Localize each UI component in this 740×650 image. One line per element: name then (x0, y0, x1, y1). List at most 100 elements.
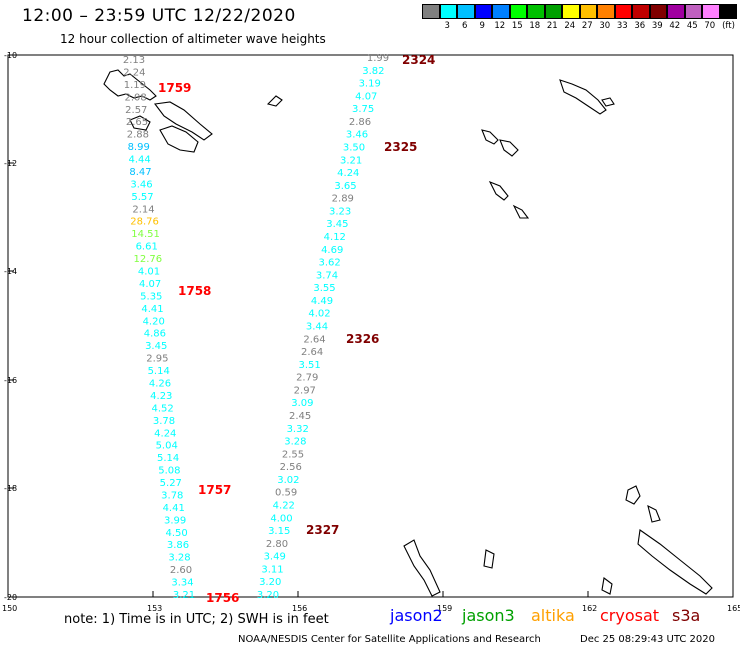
lon-label: 150 (2, 604, 17, 613)
wave-height-label: 4.49 (311, 296, 333, 307)
lon-label: 159 (437, 604, 452, 613)
wave-height-label: 3.78 (161, 491, 183, 502)
satellite-legend-item: s3a (672, 606, 701, 625)
wave-height-label: 3.02 (277, 475, 299, 486)
wave-height-label: 2.13 (123, 55, 145, 66)
wave-height-label: 3.28 (284, 437, 306, 448)
scale-label: 30 (599, 21, 611, 31)
wave-height-label: 5.27 (160, 478, 182, 489)
wave-height-label: 14.51 (131, 229, 160, 240)
coastline-islet-5 (266, 95, 283, 107)
wave-height-label: 5.35 (140, 291, 162, 302)
wave-height-label: 3.20 (259, 577, 281, 588)
wave-height-label: 3.45 (145, 341, 167, 352)
wave-height-label: 2.45 (289, 411, 311, 422)
wave-height-label: 4.22 (273, 501, 295, 512)
wave-height-label: 4.41 (163, 503, 185, 514)
scale-label: 18 (529, 21, 541, 31)
wave-height-label: 4.52 (151, 403, 173, 414)
scale-swatch (684, 4, 702, 19)
coastline-solomon-1 (481, 129, 499, 145)
wave-height-label: 3.51 (298, 360, 320, 371)
time-label: 1757 (198, 483, 231, 497)
wave-height-label: 3.45 (326, 219, 348, 230)
scale-swatch (509, 4, 527, 19)
satellite-legend-item: altika (531, 606, 575, 625)
wave-height-label: 3.62 (318, 258, 340, 269)
wave-height-label: 3.09 (291, 398, 313, 409)
wave-height-label: 3.20 (257, 590, 279, 601)
wave-height-label: 3.23 (329, 206, 351, 217)
coastline-islet-7 (601, 577, 613, 595)
scale-label: 42 (669, 21, 681, 31)
wave-height-label: 4.07 (139, 279, 161, 290)
wave-height-label: 4.23 (150, 391, 172, 402)
wave-height-label: 8.47 (129, 167, 151, 178)
time-label: 2326 (346, 332, 379, 346)
wave-height-label: 4.69 (321, 245, 343, 256)
wave-height-label: 5.04 (156, 441, 178, 452)
wave-height-label: 4.07 (355, 91, 377, 102)
wave-height-label: 1.19 (124, 80, 146, 91)
wave-height-label: 4.24 (337, 168, 359, 179)
wave-height-label: 3.75 (352, 104, 374, 115)
scale-swatch (527, 4, 545, 19)
wave-height-label: 4.12 (324, 232, 346, 243)
map-frame (7, 54, 734, 598)
scale-swatch (632, 4, 650, 19)
wave-height-label: 12.76 (133, 254, 162, 265)
coastline-new-britain (153, 101, 213, 141)
coastline-vanuatu-1 (625, 485, 641, 505)
wave-height-label: 3.50 (343, 143, 365, 154)
coastline-islet-1 (129, 115, 151, 131)
scale-swatch (702, 4, 720, 19)
wave-height-label: 2.14 (132, 204, 154, 215)
scale-swatch (544, 4, 562, 19)
wave-height-label: 3.86 (167, 540, 189, 551)
coastline-louisiade (159, 125, 199, 153)
wave-height-label: 3.11 (261, 564, 283, 575)
generated-timestamp: Dec 25 08:29:43 UTC 2020 (580, 634, 715, 645)
wave-height-label: 6.61 (136, 242, 158, 253)
map-ticks: -10 -12 -14 -16 -18 -20 150 153 156 159 162 165 (2, 51, 740, 613)
coastline-new-caledonia (637, 529, 713, 595)
time-label: 2327 (306, 523, 339, 537)
satellite-legend-item: jason2 (390, 606, 443, 625)
lon-label: 165 (727, 604, 740, 613)
wave-height-label: 4.00 (270, 513, 292, 524)
scale-swatch (474, 4, 492, 19)
lat-label: -10 (4, 51, 17, 60)
wave-height-label: 2.08 (124, 92, 146, 103)
wave-height-label: 3.65 (334, 181, 356, 192)
coastline-islet-6 (483, 549, 495, 569)
wave-height-label: 3.28 (168, 553, 190, 564)
wave-height-label: 2.95 (146, 354, 168, 365)
scale-swatch (492, 4, 510, 19)
wave-height-label: 2.64 (303, 334, 325, 345)
wave-height-label: 3.32 (287, 424, 309, 435)
wave-height-label: 3.21 (173, 590, 195, 601)
scale-swatch (439, 4, 457, 19)
wave-height-label: 8.99 (128, 142, 150, 153)
scale-label: 39 (651, 21, 663, 31)
wave-height-label: 2.80 (266, 539, 288, 550)
scale-label: 15 (511, 21, 523, 31)
wave-height-label: 4.26 (149, 379, 171, 390)
scale-label: 36 (634, 21, 646, 31)
lat-label: -14 (4, 267, 17, 276)
wave-height-label: 5.14 (157, 453, 179, 464)
coastlines (103, 69, 713, 597)
wave-height-label: 4.01 (138, 267, 160, 278)
wave-height-label: 0.59 (275, 488, 297, 499)
wave-height-label: 3.15 (268, 526, 290, 537)
coastline-bougainville (559, 79, 607, 115)
coastline-solomon-2 (499, 139, 519, 157)
scale-label: 21 (546, 21, 558, 31)
satellite-legend-item: jason3 (462, 606, 515, 625)
wave-height-label: 2.60 (170, 565, 192, 576)
time-labels: 1759 1758 1757 1756 2324 2325 2326 2327 (158, 53, 435, 605)
wave-height-label: 3.44 (306, 322, 328, 333)
scale-label: 45 (686, 21, 698, 31)
scale-swatch (597, 4, 615, 19)
wave-height-label: 3.99 (164, 515, 186, 526)
